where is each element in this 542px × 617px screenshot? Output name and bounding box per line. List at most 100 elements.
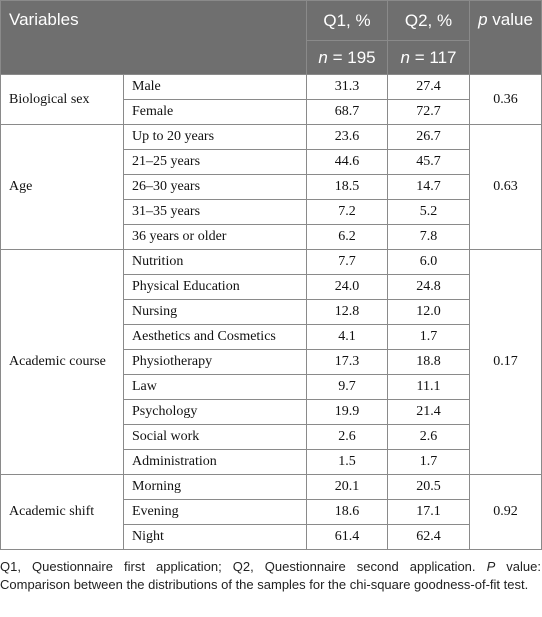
table-row: Biological sex Male 31.3 27.4 0.36 [0, 74, 542, 125]
header-n1-letter: n [318, 47, 328, 67]
footnote-p-explanation: value: Comparison between the distributi… [0, 559, 541, 592]
variable-label: Academic course [0, 249, 124, 475]
category-cell: Night [123, 524, 307, 550]
q1-value-cell: 17.3 [306, 349, 388, 375]
q1-value-cell: 31.3 [306, 74, 388, 100]
table-row: Age Up to 20 years 23.6 26.7 0.63 [0, 124, 542, 250]
header-q2: Q2, % [387, 0, 470, 41]
table-row: Academic shift Morning 20.1 20.5 0.92 [0, 474, 542, 550]
header-n2-letter: n [400, 47, 410, 67]
category-cell: Male [123, 74, 307, 100]
variable-label: Age [0, 124, 124, 250]
q2-value-cell: 5.2 [387, 199, 470, 225]
footnote-p-letter: P [486, 559, 496, 574]
data-table: Variables Q1, % Q2, % p value n = 195 n … [0, 0, 542, 550]
p-value-cell: 0.92 [469, 474, 542, 550]
category-cell: Physiotherapy [123, 349, 307, 375]
q2-value-cell: 45.7 [387, 149, 470, 175]
q1-value-cell: 9.7 [306, 374, 388, 400]
q1-value-cell: 44.6 [306, 149, 388, 175]
category-cell: 36 years or older [123, 224, 307, 250]
table-row: Female 68.7 72.7 [1, 99, 542, 125]
category-cell: Nutrition [123, 249, 307, 275]
category-cell: Aesthetics and Cosmetics [123, 324, 307, 350]
q1-value-cell: 4.1 [306, 324, 388, 350]
q1-value-cell: 6.2 [306, 224, 388, 250]
header-n1: n = 195 [306, 40, 388, 75]
q1-value-cell: 24.0 [306, 274, 388, 300]
category-cell: Administration [123, 449, 307, 475]
header-q1: Q1, % [306, 0, 388, 41]
q2-value-cell: 1.7 [387, 324, 470, 350]
q1-value-cell: 68.7 [306, 99, 388, 125]
category-cell: 21–25 years [123, 149, 307, 175]
category-cell: Psychology [123, 399, 307, 425]
table-row: Aesthetics and Cosmetics 4.1 1.7 [1, 324, 542, 350]
table-row: 26–30 years 18.5 14.7 [1, 174, 542, 200]
footnote-abbreviations: Q1, Questionnaire first application; Q2,… [0, 559, 487, 574]
q2-value-cell: 26.7 [387, 124, 470, 150]
header-n2: n = 117 [387, 40, 470, 75]
q1-value-cell: 18.6 [306, 499, 388, 525]
q2-value-cell: 17.1 [387, 499, 470, 525]
table-body: Biological sex Male 31.3 27.4 0.36 Female 68.7… [0, 74, 542, 550]
header-p-letter: p [478, 10, 488, 29]
q1-value-cell: 18.5 [306, 174, 388, 200]
variable-label: Academic shift [0, 474, 124, 550]
header-p-value: p value [469, 0, 542, 75]
table-row: Physiotherapy 17.3 18.8 [1, 349, 542, 375]
variable-label: Biological sex [0, 74, 124, 125]
q2-value-cell: 14.7 [387, 174, 470, 200]
category-cell: Law [123, 374, 307, 400]
q2-value-cell: 7.8 [387, 224, 470, 250]
q1-value-cell: 7.2 [306, 199, 388, 225]
category-cell: Evening [123, 499, 307, 525]
header-n2-value: = 117 [414, 47, 457, 67]
q1-value-cell: 19.9 [306, 399, 388, 425]
category-cell: Up to 20 years [123, 124, 307, 150]
q2-value-cell: 27.4 [387, 74, 470, 100]
q1-value-cell: 2.6 [306, 424, 388, 450]
q1-value-cell: 12.8 [306, 299, 388, 325]
q2-value-cell: 20.5 [387, 474, 470, 500]
q2-value-cell: 2.6 [387, 424, 470, 450]
q1-value-cell: 61.4 [306, 524, 388, 550]
category-cell: 31–35 years [123, 199, 307, 225]
q1-value-cell: 1.5 [306, 449, 388, 475]
table-row: 31–35 years 7.2 5.2 [1, 199, 542, 225]
q1-value-cell: 20.1 [306, 474, 388, 500]
q1-value-cell: 7.7 [306, 249, 388, 275]
q2-value-cell: 62.4 [387, 524, 470, 550]
header-n1-value: = 195 [332, 47, 376, 67]
category-cell: Social work [123, 424, 307, 450]
p-value-cell: 0.17 [469, 249, 542, 475]
q1-value-cell: 23.6 [306, 124, 388, 150]
q2-value-cell: 18.8 [387, 349, 470, 375]
table-row: 36 years or older 6.2 7.8 [1, 224, 542, 250]
table-row: Evening 18.6 17.1 [1, 499, 542, 525]
q2-value-cell: 21.4 [387, 399, 470, 425]
category-cell: Physical Education [123, 274, 307, 300]
table-row: Nursing 12.8 12.0 [1, 299, 542, 325]
q2-value-cell: 1.7 [387, 449, 470, 475]
q2-value-cell: 11.1 [387, 374, 470, 400]
q2-value-cell: 12.0 [387, 299, 470, 325]
table-row: Social work 2.6 2.6 [1, 424, 542, 450]
table-row: Administration 1.5 1.7 [1, 449, 542, 475]
q2-value-cell: 24.8 [387, 274, 470, 300]
q2-value-cell: 72.7 [387, 99, 470, 125]
header-p-word: value [492, 10, 533, 29]
table-row: Academic course Nutrition 7.7 6.0 0.17 [0, 249, 542, 475]
header-row: Variables Q1, % Q2, % p value [0, 0, 542, 75]
table-row: 21–25 years 44.6 45.7 [1, 149, 542, 175]
p-value-cell: 0.36 [469, 74, 542, 125]
q2-value-cell: 6.0 [387, 249, 470, 275]
table-row: Night 61.4 62.4 [1, 524, 542, 550]
table-footnote: Q1, Questionnaire first application; Q2,… [0, 558, 541, 594]
category-cell: Nursing [123, 299, 307, 325]
table-container: Variables Q1, % Q2, % p value n = 195 n … [0, 0, 542, 550]
category-cell: Morning [123, 474, 307, 500]
header-variables: Variables [0, 0, 307, 75]
category-cell: Female [123, 99, 307, 125]
table-row: Physical Education 24.0 24.8 [1, 274, 542, 300]
